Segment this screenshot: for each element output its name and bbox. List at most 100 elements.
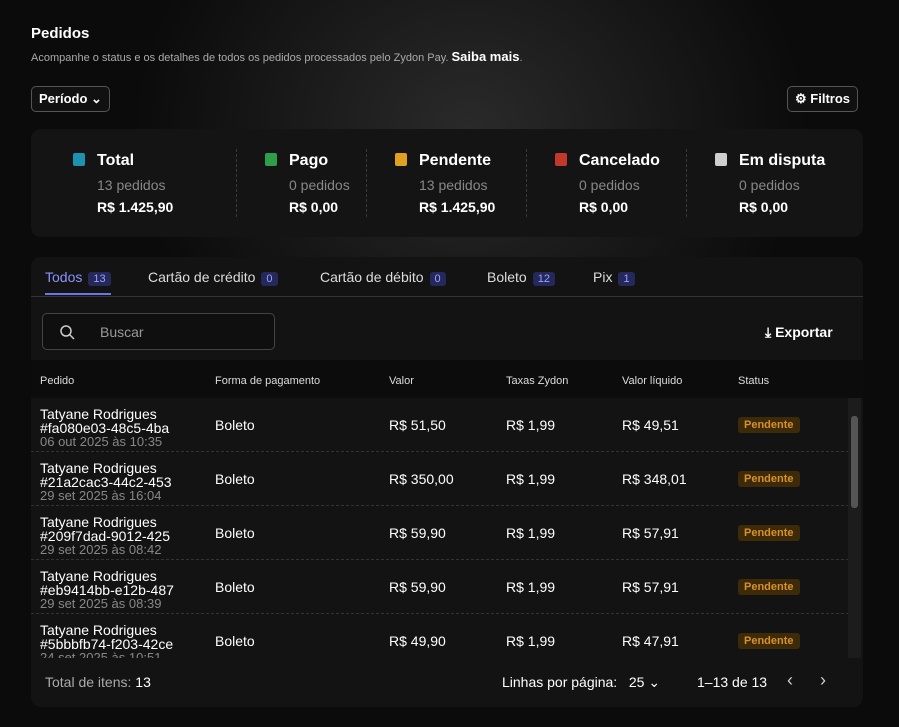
status-badge: Pendente [738, 525, 800, 541]
description: Acompanhe o status e os detalhes de todo… [31, 49, 523, 64]
summary-count: 0 pedidos [739, 177, 800, 193]
title: Pedidos [31, 25, 90, 42]
summary-count: 13 pedidos [419, 177, 488, 193]
table-row[interactable]: Tatyane Rodrigues #21a2cac3-44c2-453 29 se… [31, 452, 849, 506]
summary-item: Pago 0 pedidos R$ 0,00 [236, 149, 398, 217]
order-cell: Tatyane Rodrigues #fa080e03-48c5-4ba 06 ou… [40, 407, 200, 449]
period-button[interactable]: Período ⌄ [31, 86, 110, 112]
search-box[interactable]: Buscar [42, 313, 275, 350]
order-id: #209f7dad-9012-425 [40, 528, 171, 544]
summary-label: Pago [289, 152, 329, 169]
order-cell: Tatyane Rodrigues #21a2cac3-44c2-453 29 se… [40, 461, 200, 503]
summary-amount: R$ 1.425,90 [97, 199, 174, 215]
payment-cell: Boleto [215, 579, 255, 595]
summary-count: 13 pedidos [97, 177, 166, 193]
period-label: Período [39, 91, 88, 106]
summary-icon [73, 153, 85, 166]
punctuation: . [519, 52, 523, 64]
orders-panel: Buscar ⤓ Exportar Pedido Forma de pagamen… [31, 257, 863, 707]
order-cell: Tatyane Rodrigues #209f7dad-9012-425 29 se… [40, 515, 200, 557]
summary-card: Total 13 pedidos R$ 1.425,90 Pago 0 pedidos R… [31, 129, 863, 237]
summary-item: Total 13 pedidos R$ 1.425,90 [71, 149, 233, 217]
net-cell: R$ 57,91 [622, 525, 679, 541]
summary-item: Pendente 13 pedidos R$ 1.425,90 [366, 149, 528, 217]
fee-cell: R$ 1,99 [506, 471, 556, 487]
export-button[interactable]: ⤓ Exportar [765, 324, 833, 340]
order-date: 24 set 2025 às 10:51 [40, 650, 162, 659]
table-body: Tatyane Rodrigues #fa080e03-48c5-4ba 06 ou… [31, 398, 863, 658]
rows-select[interactable]: 25 [628, 674, 645, 690]
tab-count: 0 [429, 272, 446, 286]
order-id: #eb9414bb-e12b-487 [40, 582, 174, 598]
fee-cell: R$ 1,99 [506, 633, 556, 649]
status-badge: Pendente [738, 471, 800, 487]
summary-label: Cancelado [579, 152, 660, 169]
customer-name: Tatyane Rodrigues [40, 515, 157, 530]
tab-divider [31, 296, 863, 297]
export-label: Exportar [775, 324, 833, 340]
tab[interactable]: Todos 13 [45, 269, 111, 295]
tab[interactable]: Boleto 12 [487, 269, 555, 286]
status-badge: Pendente [738, 633, 800, 649]
table-row[interactable]: Tatyane Rodrigues #5bbbfb74-f203-42ce 24 s… [31, 614, 849, 658]
summary-icon [555, 153, 567, 166]
order-date: 06 out 2025 às 10:35 [40, 434, 163, 449]
total-value: 13 [135, 674, 151, 690]
summary-count: 0 pedidos [289, 177, 350, 193]
net-cell: R$ 57,91 [622, 579, 679, 595]
column-header: Forma de pagamento [215, 375, 321, 387]
summary-icon [395, 153, 407, 166]
summary-label: Em disputa [739, 152, 826, 169]
tab-count: 12 [532, 272, 555, 286]
table-row[interactable]: Tatyane Rodrigues #eb9414bb-e12b-487 29 se… [31, 560, 849, 614]
table-row[interactable]: Tatyane Rodrigues #fa080e03-48c5-4ba 06 ou… [31, 398, 849, 452]
filters-label: Filtros [810, 91, 851, 106]
value-cell: R$ 59,90 [389, 579, 446, 595]
net-cell: R$ 348,01 [622, 471, 687, 487]
next-page[interactable]: › [820, 670, 826, 690]
order-cell: Tatyane Rodrigues #eb9414bb-e12b-487 29 se… [40, 569, 200, 611]
table-header: Pedido Forma de pagamento Valor Taxas Zydon… [31, 360, 863, 398]
summary-icon [265, 153, 277, 166]
value-cell: R$ 51,50 [389, 417, 446, 433]
order-date: 29 set 2025 às 08:39 [40, 596, 162, 611]
tab[interactable]: Pix 1 [593, 269, 635, 286]
customer-name: Tatyane Rodrigues [40, 407, 157, 422]
status-badge: Pendente [738, 417, 800, 433]
tab-label: Todos [45, 269, 83, 285]
order-cell: Tatyane Rodrigues #5bbbfb74-f203-42ce 24 s… [40, 623, 200, 658]
summary-label: Total [97, 152, 135, 169]
total-label: Total de itens: [45, 674, 132, 690]
prev-page[interactable]: ‹ [787, 670, 793, 690]
fee-cell: R$ 1,99 [506, 417, 556, 433]
tab-count: 0 [261, 272, 278, 286]
tab-count: 13 [88, 272, 111, 286]
tab[interactable]: Cartão de débito 0 [320, 269, 446, 286]
column-header: Pedido [40, 375, 75, 387]
fee-cell: R$ 1,99 [506, 525, 556, 541]
tab-count: 1 [618, 272, 635, 286]
value-cell: R$ 49,90 [389, 633, 446, 649]
tab-label: Boleto [487, 269, 527, 285]
filters-button[interactable]: ⚙ Filtros [787, 86, 859, 112]
page-range: 1–13 de 13 [697, 674, 768, 690]
table-row[interactable]: Tatyane Rodrigues #209f7dad-9012-425 29 se… [31, 506, 849, 560]
net-cell: R$ 49,51 [622, 417, 679, 433]
total-items: Total de itens: 13 [45, 674, 151, 690]
net-cell: R$ 47,91 [622, 633, 679, 649]
learn-more-link[interactable]: Saiba mais [451, 49, 520, 64]
value-cell: R$ 350,00 [389, 471, 454, 487]
description-text: Acompanhe o status e os detalhes de todo… [31, 52, 449, 64]
customer-name: Tatyane Rodrigues [40, 623, 157, 638]
tab[interactable]: Cartão de crédito 0 [148, 269, 278, 286]
summary-item: Cancelado 0 pedidos R$ 0,00 [526, 149, 688, 217]
customer-name: Tatyane Rodrigues [40, 569, 157, 584]
scrollbar[interactable] [848, 398, 861, 658]
summary-label: Pendente [419, 152, 492, 169]
tab-label: Cartão de débito [320, 269, 424, 285]
order-id: #21a2cac3-44c2-453 [40, 474, 172, 490]
order-date: 29 set 2025 às 08:42 [40, 542, 162, 557]
scroll-thumb[interactable] [851, 416, 858, 508]
column-header: Taxas Zydon [506, 375, 569, 387]
